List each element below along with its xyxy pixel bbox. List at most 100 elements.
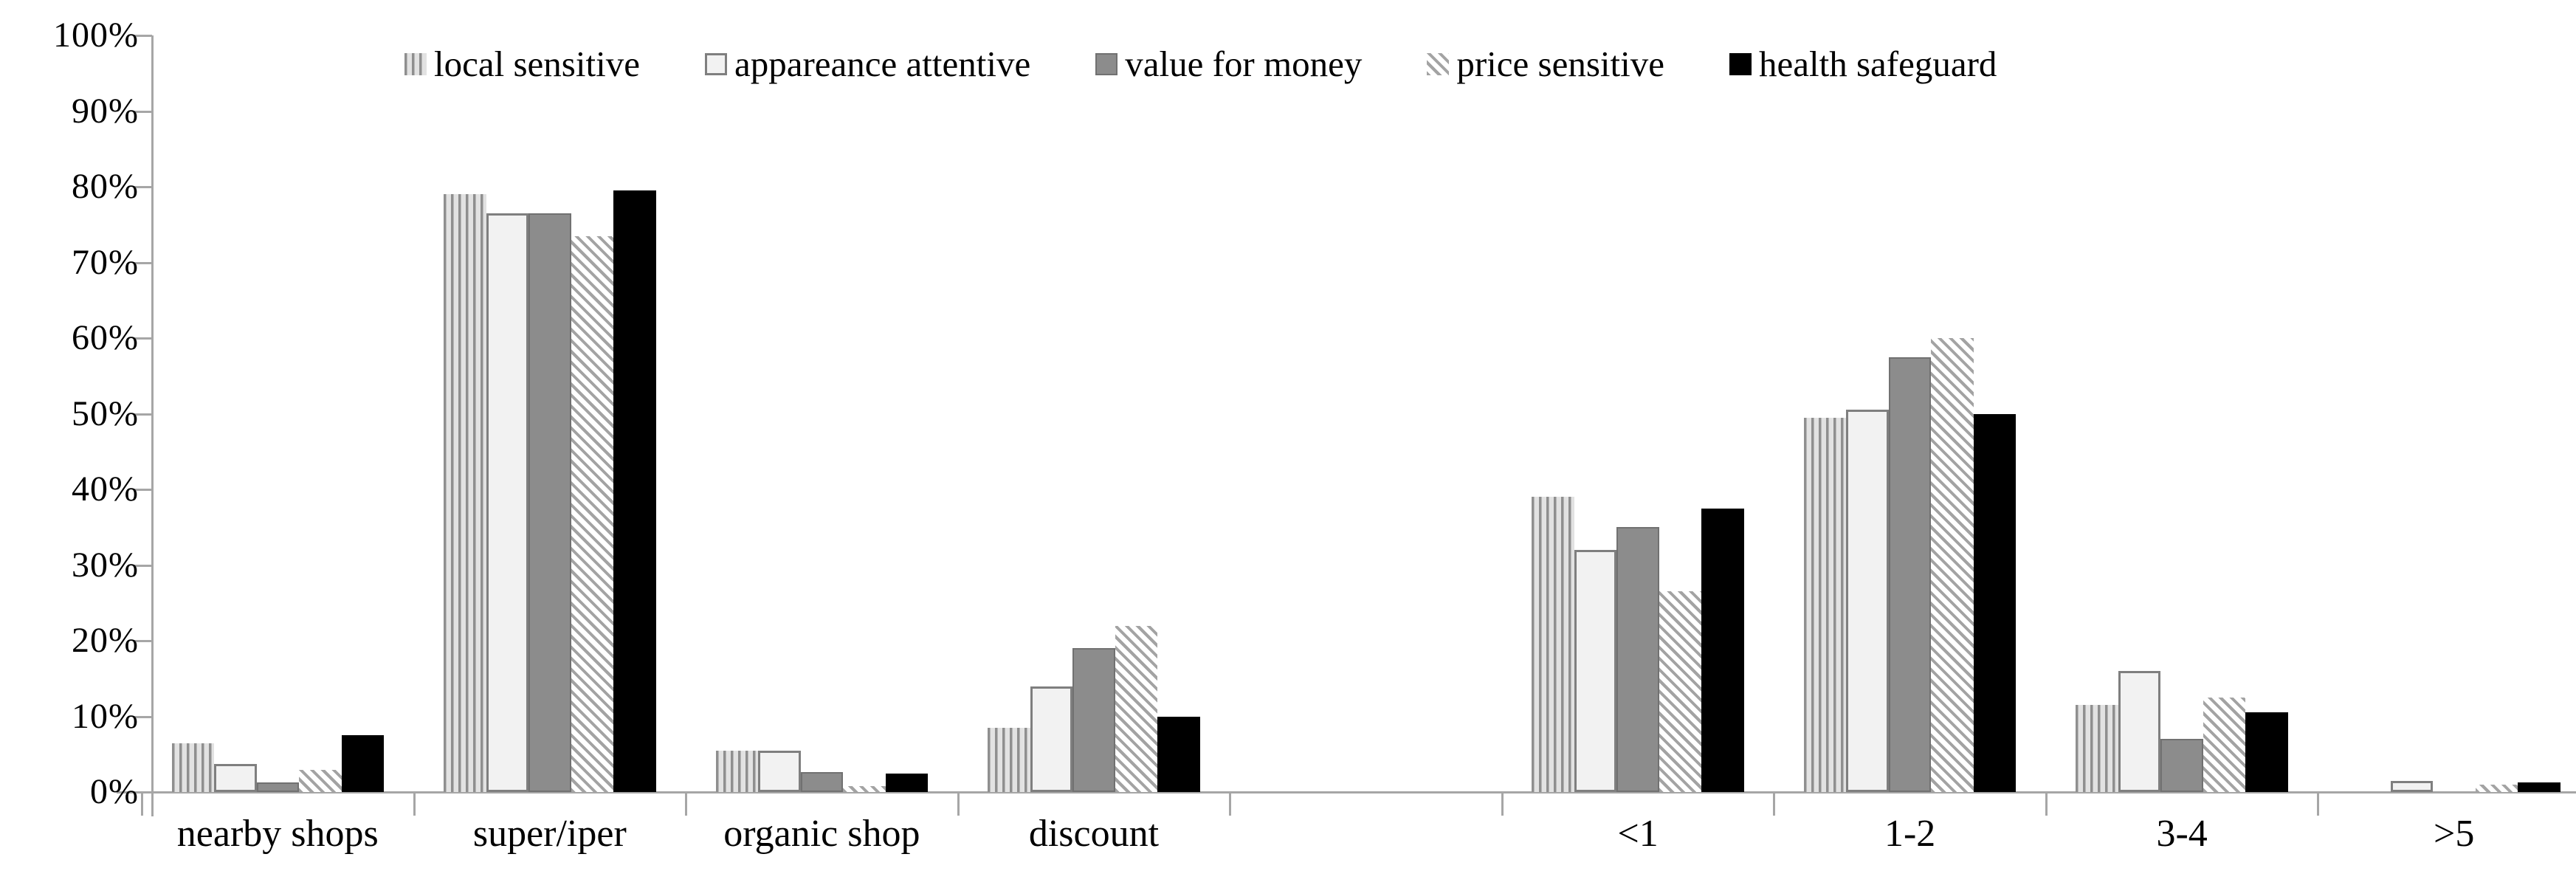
bar-slot bbox=[2203, 35, 2246, 792]
bar-solid-black bbox=[885, 774, 929, 792]
y-tick-mark bbox=[134, 261, 152, 264]
category-label: organic shop bbox=[723, 813, 920, 855]
bar-group-spacer bbox=[1230, 35, 1502, 792]
bar-slot bbox=[1387, 35, 1430, 792]
y-tick-mark bbox=[134, 337, 152, 340]
bar-slot bbox=[613, 35, 656, 792]
bar-slot bbox=[1115, 35, 1158, 792]
legend-item: price sensitive bbox=[1427, 42, 1664, 86]
bar-slot bbox=[2433, 35, 2476, 792]
bar-slot bbox=[1430, 35, 1473, 792]
y-tick-mark bbox=[134, 35, 152, 37]
y-tick-mark bbox=[134, 413, 152, 416]
bar-light-outline bbox=[1574, 550, 1617, 792]
y-tick-label: 50% bbox=[72, 393, 139, 433]
vertical-stripes-swatch-icon bbox=[404, 53, 427, 75]
bar-group bbox=[1502, 35, 1774, 792]
bar-slot bbox=[1701, 35, 1744, 792]
bar-group bbox=[414, 35, 686, 792]
light-outline-swatch-icon bbox=[704, 53, 727, 75]
bar-group bbox=[2046, 35, 2318, 792]
legend-label: health safeguard bbox=[1758, 44, 1997, 84]
bar-slot bbox=[214, 35, 257, 792]
y-tick-label: 0% bbox=[90, 772, 139, 811]
bar-slot bbox=[2348, 35, 2391, 792]
bar-solid-gray bbox=[2160, 739, 2203, 792]
y-tick-mark bbox=[134, 564, 152, 567]
bar-slot bbox=[1532, 35, 1574, 792]
y-tick-label: 10% bbox=[72, 696, 139, 736]
bar-group bbox=[2318, 35, 2576, 792]
x-tick-mark bbox=[1501, 793, 1504, 816]
bar-slot bbox=[2076, 35, 2118, 792]
bar-solid-gray bbox=[1616, 527, 1659, 792]
bar-solid-gray bbox=[1888, 357, 1932, 792]
y-tick-label: 90% bbox=[72, 91, 139, 131]
y-tick-mark bbox=[134, 110, 152, 113]
bar-diagonal-stripes bbox=[1659, 591, 1702, 792]
solid-black-swatch-icon bbox=[1729, 53, 1752, 75]
bar-light-outline bbox=[1846, 410, 1889, 792]
bar-vertical-stripes bbox=[988, 727, 1030, 792]
solid-gray-swatch-icon bbox=[1095, 53, 1118, 75]
legend-label: local sensitive bbox=[434, 44, 640, 84]
bar-slot bbox=[299, 35, 342, 792]
bar-slot bbox=[1345, 35, 1388, 792]
x-tick-mark bbox=[413, 793, 416, 816]
bar-solid-black bbox=[341, 735, 385, 792]
bar-solid-black bbox=[2518, 782, 2560, 792]
bar-light-outline bbox=[2118, 671, 2161, 792]
x-tick-mark bbox=[2045, 793, 2048, 816]
bar-group bbox=[142, 35, 414, 792]
y-tick-mark bbox=[134, 489, 152, 491]
bar-slot bbox=[1888, 35, 1932, 792]
bar-slot bbox=[171, 35, 215, 792]
bar-slot bbox=[444, 35, 486, 792]
y-tick-mark bbox=[134, 640, 152, 642]
legend: local sensitive appareance attentive value… bbox=[404, 41, 1997, 88]
legend-item: value for money bbox=[1095, 42, 1362, 86]
bar-light-outline bbox=[486, 213, 529, 792]
y-tick-label: 20% bbox=[72, 621, 139, 660]
bar-solid-black bbox=[1973, 413, 2017, 792]
bar-diagonal-stripes bbox=[299, 770, 342, 792]
y-tick-label: 60% bbox=[72, 318, 139, 357]
category-label: discount bbox=[1028, 813, 1160, 855]
y-tick-mark bbox=[134, 715, 152, 718]
category-label: 3-4 bbox=[2156, 813, 2208, 855]
bar-slot bbox=[1931, 35, 1974, 792]
bar-light-outline bbox=[2390, 780, 2434, 792]
bar-slot bbox=[1803, 35, 1847, 792]
bar-solid-gray bbox=[528, 213, 571, 792]
bar-vertical-stripes bbox=[171, 743, 215, 792]
bar-slot bbox=[341, 35, 385, 792]
bar-slot bbox=[1973, 35, 2017, 792]
bar-solid-black bbox=[613, 190, 656, 792]
y-tick-label: 70% bbox=[72, 242, 139, 282]
bar-slot bbox=[1157, 35, 1200, 792]
bars-container bbox=[171, 35, 385, 792]
bar-slot bbox=[843, 35, 886, 792]
bar-slot bbox=[758, 35, 801, 792]
bar-group bbox=[686, 35, 958, 792]
bar-solid-black bbox=[2245, 712, 2288, 792]
x-axis-line bbox=[117, 791, 2576, 793]
bar-light-outline bbox=[1030, 686, 1073, 792]
bar-slot bbox=[800, 35, 844, 792]
bar-slot bbox=[528, 35, 571, 792]
bar-slot bbox=[2245, 35, 2288, 792]
bar-slot bbox=[1574, 35, 1617, 792]
diagonal-stripes-swatch-icon bbox=[1427, 53, 1450, 75]
bar-slot bbox=[1072, 35, 1115, 792]
bars-container bbox=[715, 35, 929, 792]
bar-slot bbox=[486, 35, 529, 792]
bar-slot bbox=[1030, 35, 1073, 792]
bar-slot bbox=[988, 35, 1030, 792]
bar-solid-gray bbox=[800, 772, 844, 792]
plot-area bbox=[142, 35, 2576, 792]
y-tick-label: 80% bbox=[72, 167, 139, 206]
bar-diagonal-stripes bbox=[2203, 697, 2246, 792]
y-tick-label: 100% bbox=[53, 16, 139, 55]
bars-container bbox=[988, 35, 1200, 792]
bar-diagonal-stripes bbox=[1931, 338, 1974, 792]
